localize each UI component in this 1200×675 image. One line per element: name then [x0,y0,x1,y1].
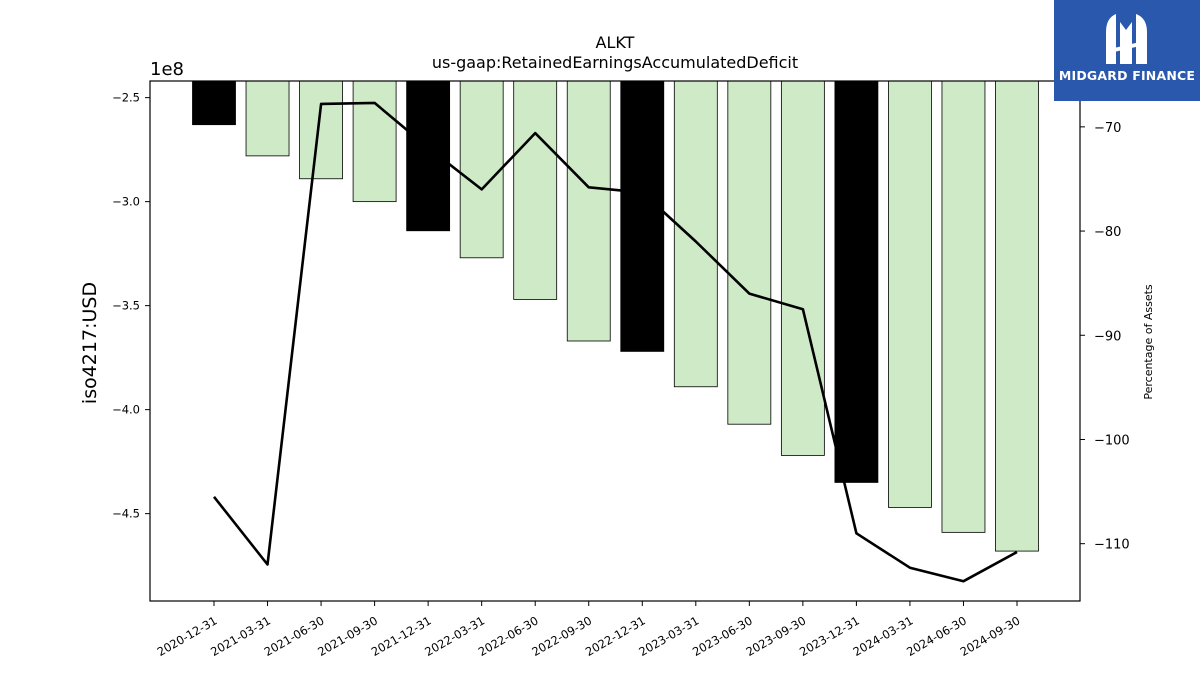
y-offset-text: 1e8 [150,59,184,80]
line-series [212,101,1018,583]
x-tick-label: 2023-03-31 [636,613,701,659]
logo: MIDGARD FINANCE [1054,0,1200,101]
y2-tick-label: −90 [1094,329,1121,344]
x-tick-label: 2022-09-30 [529,613,594,659]
bar [299,80,343,180]
bar [995,80,1039,552]
y-tick-label: −3.5 [112,299,140,313]
bar [459,80,504,259]
y-tick-label: −4.5 [112,507,140,521]
mf-monogram-icon [1106,14,1147,64]
bar [245,80,290,157]
y2-tick-label: −70 [1094,121,1121,136]
bar [941,80,986,533]
x-tick-label: 2021-06-30 [262,613,327,659]
x-tick-label: 2024-03-31 [851,613,916,659]
chart-subtitle: us-gaap:RetainedEarningsAccumulatedDefic… [432,53,798,72]
y2-tick-label: −100 [1094,433,1130,448]
bar [834,80,879,483]
y2-tick-label: −80 [1094,225,1121,240]
y-tick-label: −3.0 [112,195,140,209]
x-tick-label: 2024-06-30 [904,613,969,659]
x-tick-label: 2020-12-31 [155,613,220,659]
bar [513,80,558,300]
x-tick-label: 2021-09-30 [315,613,380,659]
x-tick-label: 2022-12-31 [583,613,648,659]
y2-axis-label: Percentage of Assets [1142,284,1155,400]
y-tick-label: −4.0 [112,403,140,417]
bar [192,80,236,126]
y-tick-label: −2.5 [112,91,140,105]
x-tick-label: 2023-06-30 [690,613,755,659]
x-tick-label: 2021-12-31 [369,613,434,659]
x-tick-label: 2024-09-30 [958,613,1023,659]
y2-tick-label: −110 [1094,538,1130,553]
x-tick-label: 2023-09-30 [743,613,808,659]
bar [566,80,611,342]
bar [673,80,718,388]
logo-text: MIDGARD FINANCE [1058,68,1196,83]
bar [352,80,397,203]
x-tick-label: 2023-12-31 [797,613,862,659]
plot-frame [149,80,1081,602]
x-tick-label: 2021-03-31 [208,613,273,659]
bar [727,80,772,425]
bar [888,80,932,508]
chart-title: ALKT [596,33,635,52]
x-tick-label: 2022-03-31 [422,613,487,659]
chart-marks: 2020-12-312021-03-312021-06-302021-09-30… [112,80,1130,659]
y-axis-label: iso4217:USD [79,282,101,404]
x-tick-label: 2022-06-30 [476,613,541,659]
bar [620,80,665,352]
bar [780,80,825,456]
bar [406,80,451,232]
